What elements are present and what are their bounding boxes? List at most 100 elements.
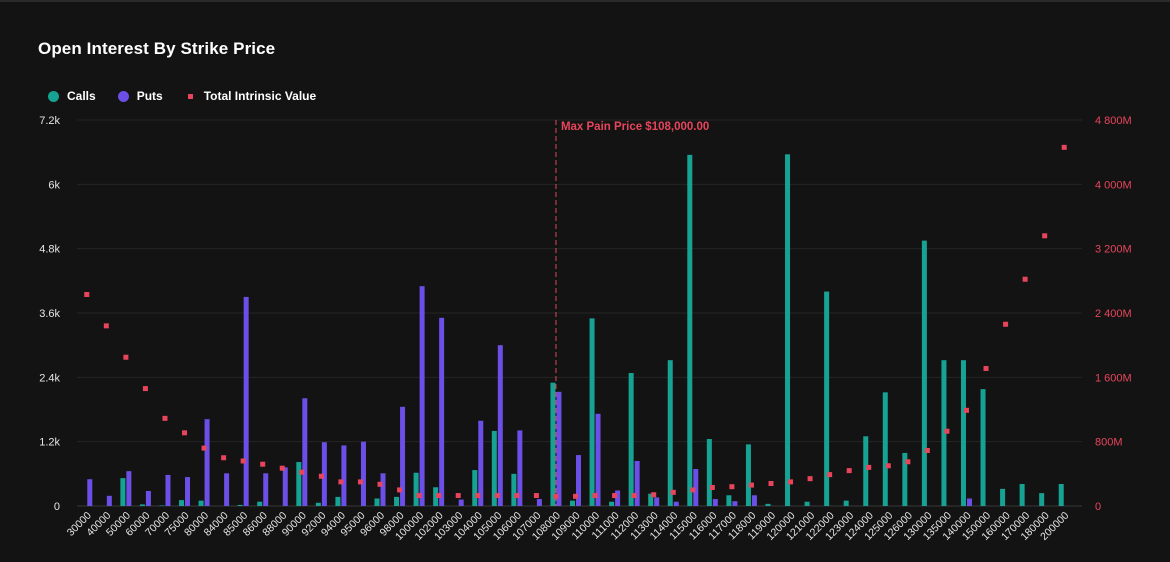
tiv-point[interactable] <box>338 479 344 485</box>
tiv-point[interactable] <box>768 480 774 486</box>
calls-bar[interactable] <box>648 493 654 506</box>
calls-bar[interactable] <box>433 487 439 506</box>
tiv-point[interactable] <box>494 493 500 499</box>
tiv-point[interactable] <box>142 386 148 392</box>
tiv-point[interactable] <box>729 484 735 490</box>
tiv-point[interactable] <box>612 493 618 499</box>
tiv-point[interactable] <box>201 445 207 451</box>
tiv-point[interactable] <box>162 415 168 421</box>
puts-bar[interactable] <box>497 345 503 506</box>
tiv-point[interactable] <box>924 448 930 454</box>
calls-bar[interactable] <box>472 470 478 506</box>
calls-bar[interactable] <box>1019 484 1025 506</box>
tiv-point[interactable] <box>103 323 109 329</box>
tiv-point[interactable] <box>416 493 422 499</box>
tiv-point[interactable] <box>846 468 852 474</box>
tiv-point[interactable] <box>573 493 578 499</box>
puts-bar[interactable] <box>302 398 308 506</box>
calls-bar[interactable] <box>745 444 751 506</box>
calls-bar[interactable] <box>491 430 497 506</box>
tiv-point[interactable] <box>651 492 657 498</box>
puts-bar[interactable] <box>458 499 464 506</box>
puts-bar[interactable] <box>673 501 679 506</box>
calls-bar[interactable] <box>824 291 830 506</box>
puts-bar[interactable] <box>439 317 445 506</box>
puts-bar[interactable] <box>576 455 581 506</box>
calls-bar[interactable] <box>257 501 263 506</box>
puts-bar[interactable] <box>185 477 191 506</box>
puts-bar[interactable] <box>615 490 621 506</box>
tiv-point[interactable] <box>377 481 383 487</box>
puts-bar[interactable] <box>419 286 425 506</box>
tiv-point[interactable] <box>885 463 891 469</box>
puts-bar[interactable] <box>751 495 757 506</box>
puts-bar[interactable] <box>380 473 386 506</box>
puts-bar[interactable] <box>693 469 699 506</box>
tiv-point[interactable] <box>318 473 324 479</box>
calls-bar[interactable] <box>863 436 869 506</box>
calls-bar[interactable] <box>882 392 888 506</box>
calls-bar[interactable] <box>374 498 380 506</box>
tiv-point[interactable] <box>1061 144 1067 150</box>
calls-bar[interactable] <box>198 500 204 506</box>
tiv-point[interactable] <box>788 479 794 485</box>
puts-bar[interactable] <box>204 419 210 506</box>
calls-bar[interactable] <box>628 373 634 506</box>
calls-bar[interactable] <box>589 318 595 506</box>
calls-bar[interactable] <box>335 496 341 506</box>
puts-bar[interactable] <box>634 460 640 506</box>
tiv-point[interactable] <box>279 465 285 471</box>
calls-bar[interactable] <box>765 503 771 506</box>
puts-bar[interactable] <box>341 445 347 506</box>
calls-bar[interactable] <box>1058 484 1064 506</box>
puts-bar[interactable] <box>712 499 718 506</box>
calls-bar[interactable] <box>179 500 185 506</box>
puts-bar[interactable] <box>517 430 523 506</box>
calls-bar[interactable] <box>609 501 615 506</box>
tiv-point[interactable] <box>690 487 696 493</box>
legend-item-puts[interactable]: Puts <box>117 89 163 103</box>
tiv-point[interactable] <box>1003 321 1009 327</box>
tiv-point[interactable] <box>709 485 715 491</box>
tiv-point[interactable] <box>123 354 129 360</box>
puts-bar[interactable] <box>106 495 112 506</box>
tiv-point[interactable] <box>221 455 227 461</box>
tiv-point[interactable] <box>748 482 754 488</box>
tiv-point[interactable] <box>944 428 950 434</box>
tiv-point[interactable] <box>807 476 813 482</box>
tiv-point[interactable] <box>905 459 911 465</box>
calls-bar[interactable] <box>570 500 575 506</box>
tiv-point[interactable] <box>240 458 246 464</box>
tiv-point[interactable] <box>260 461 266 467</box>
tiv-point[interactable] <box>475 493 481 499</box>
puts-bar[interactable] <box>126 471 132 506</box>
calls-bar[interactable] <box>960 360 966 506</box>
calls-bar[interactable] <box>980 389 986 506</box>
tiv-point[interactable] <box>827 472 833 478</box>
tiv-point[interactable] <box>182 430 188 436</box>
puts-bar[interactable] <box>145 490 151 506</box>
calls-bar[interactable] <box>315 502 321 506</box>
calls-bar[interactable] <box>921 240 927 506</box>
calls-bar[interactable] <box>687 154 693 506</box>
tiv-point[interactable] <box>963 407 969 413</box>
calls-bar[interactable] <box>139 504 145 506</box>
tiv-point[interactable] <box>592 493 598 499</box>
calls-bar[interactable] <box>296 462 302 506</box>
calls-bar[interactable] <box>804 501 810 506</box>
puts-bar[interactable] <box>360 441 366 506</box>
puts-bar[interactable] <box>732 501 738 506</box>
tiv-point[interactable] <box>983 365 989 371</box>
puts-bar[interactable] <box>321 442 327 506</box>
legend-item-calls[interactable]: Calls <box>48 89 96 103</box>
calls-bar[interactable] <box>667 360 673 506</box>
calls-bar[interactable] <box>1000 488 1006 506</box>
tiv-point[interactable] <box>1022 276 1028 282</box>
puts-bar[interactable] <box>263 473 269 506</box>
tiv-point[interactable] <box>1042 233 1048 239</box>
tiv-point[interactable] <box>670 489 676 495</box>
tiv-point[interactable] <box>533 493 539 499</box>
legend-item-tiv[interactable]: Total Intrinsic Value <box>185 89 316 103</box>
calls-bar[interactable] <box>394 496 400 506</box>
puts-bar[interactable] <box>224 473 230 506</box>
